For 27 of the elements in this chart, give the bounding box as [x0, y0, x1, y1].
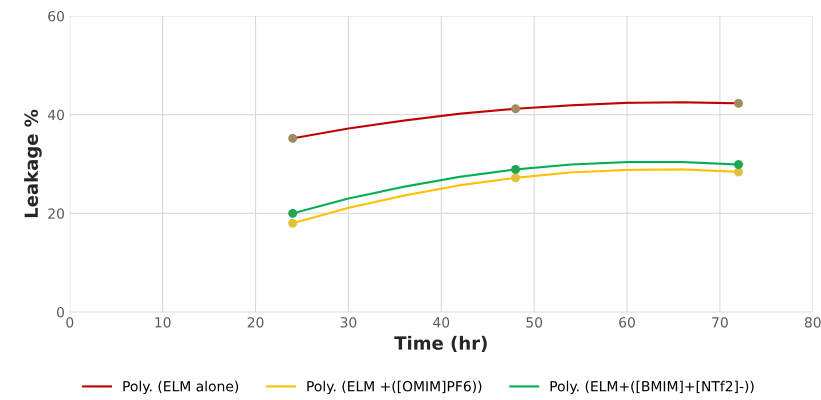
legend-label: Poly. (ELM+([BMIM]+[NTf2]-)) — [550, 380, 754, 394]
x-tick-label: 30 — [340, 317, 356, 328]
point — [288, 134, 298, 143]
x-tick-label: 60 — [619, 317, 635, 328]
point — [511, 164, 520, 174]
y-tick-label: 40 — [48, 110, 64, 120]
x-tick-label: 50 — [526, 317, 542, 328]
point — [288, 218, 298, 228]
x-tick-label: 20 — [248, 317, 264, 328]
x-tick-label: 70 — [712, 317, 728, 328]
x-tick-label: 0 — [66, 317, 74, 328]
point — [511, 173, 520, 182]
point — [734, 160, 743, 169]
y-tick-label: 20 — [48, 208, 64, 219]
point — [288, 208, 298, 218]
y-tick-label: 60 — [48, 10, 64, 22]
legend-label: Poly. (ELM alone) — [123, 380, 238, 394]
point — [511, 104, 520, 114]
x-tick-label: 80 — [804, 317, 821, 328]
y-axis-title: Leakage % — [24, 110, 42, 218]
x-tick-label: 40 — [433, 317, 450, 328]
x-tick-label: 10 — [155, 317, 171, 328]
legend-label: Poly. (ELM +([OMIM]PF6)) — [307, 380, 482, 394]
y-tick-label: 0 — [57, 306, 64, 318]
point — [734, 98, 743, 108]
x-axis-title: Time (hr) — [394, 336, 487, 352]
point — [734, 167, 743, 176]
